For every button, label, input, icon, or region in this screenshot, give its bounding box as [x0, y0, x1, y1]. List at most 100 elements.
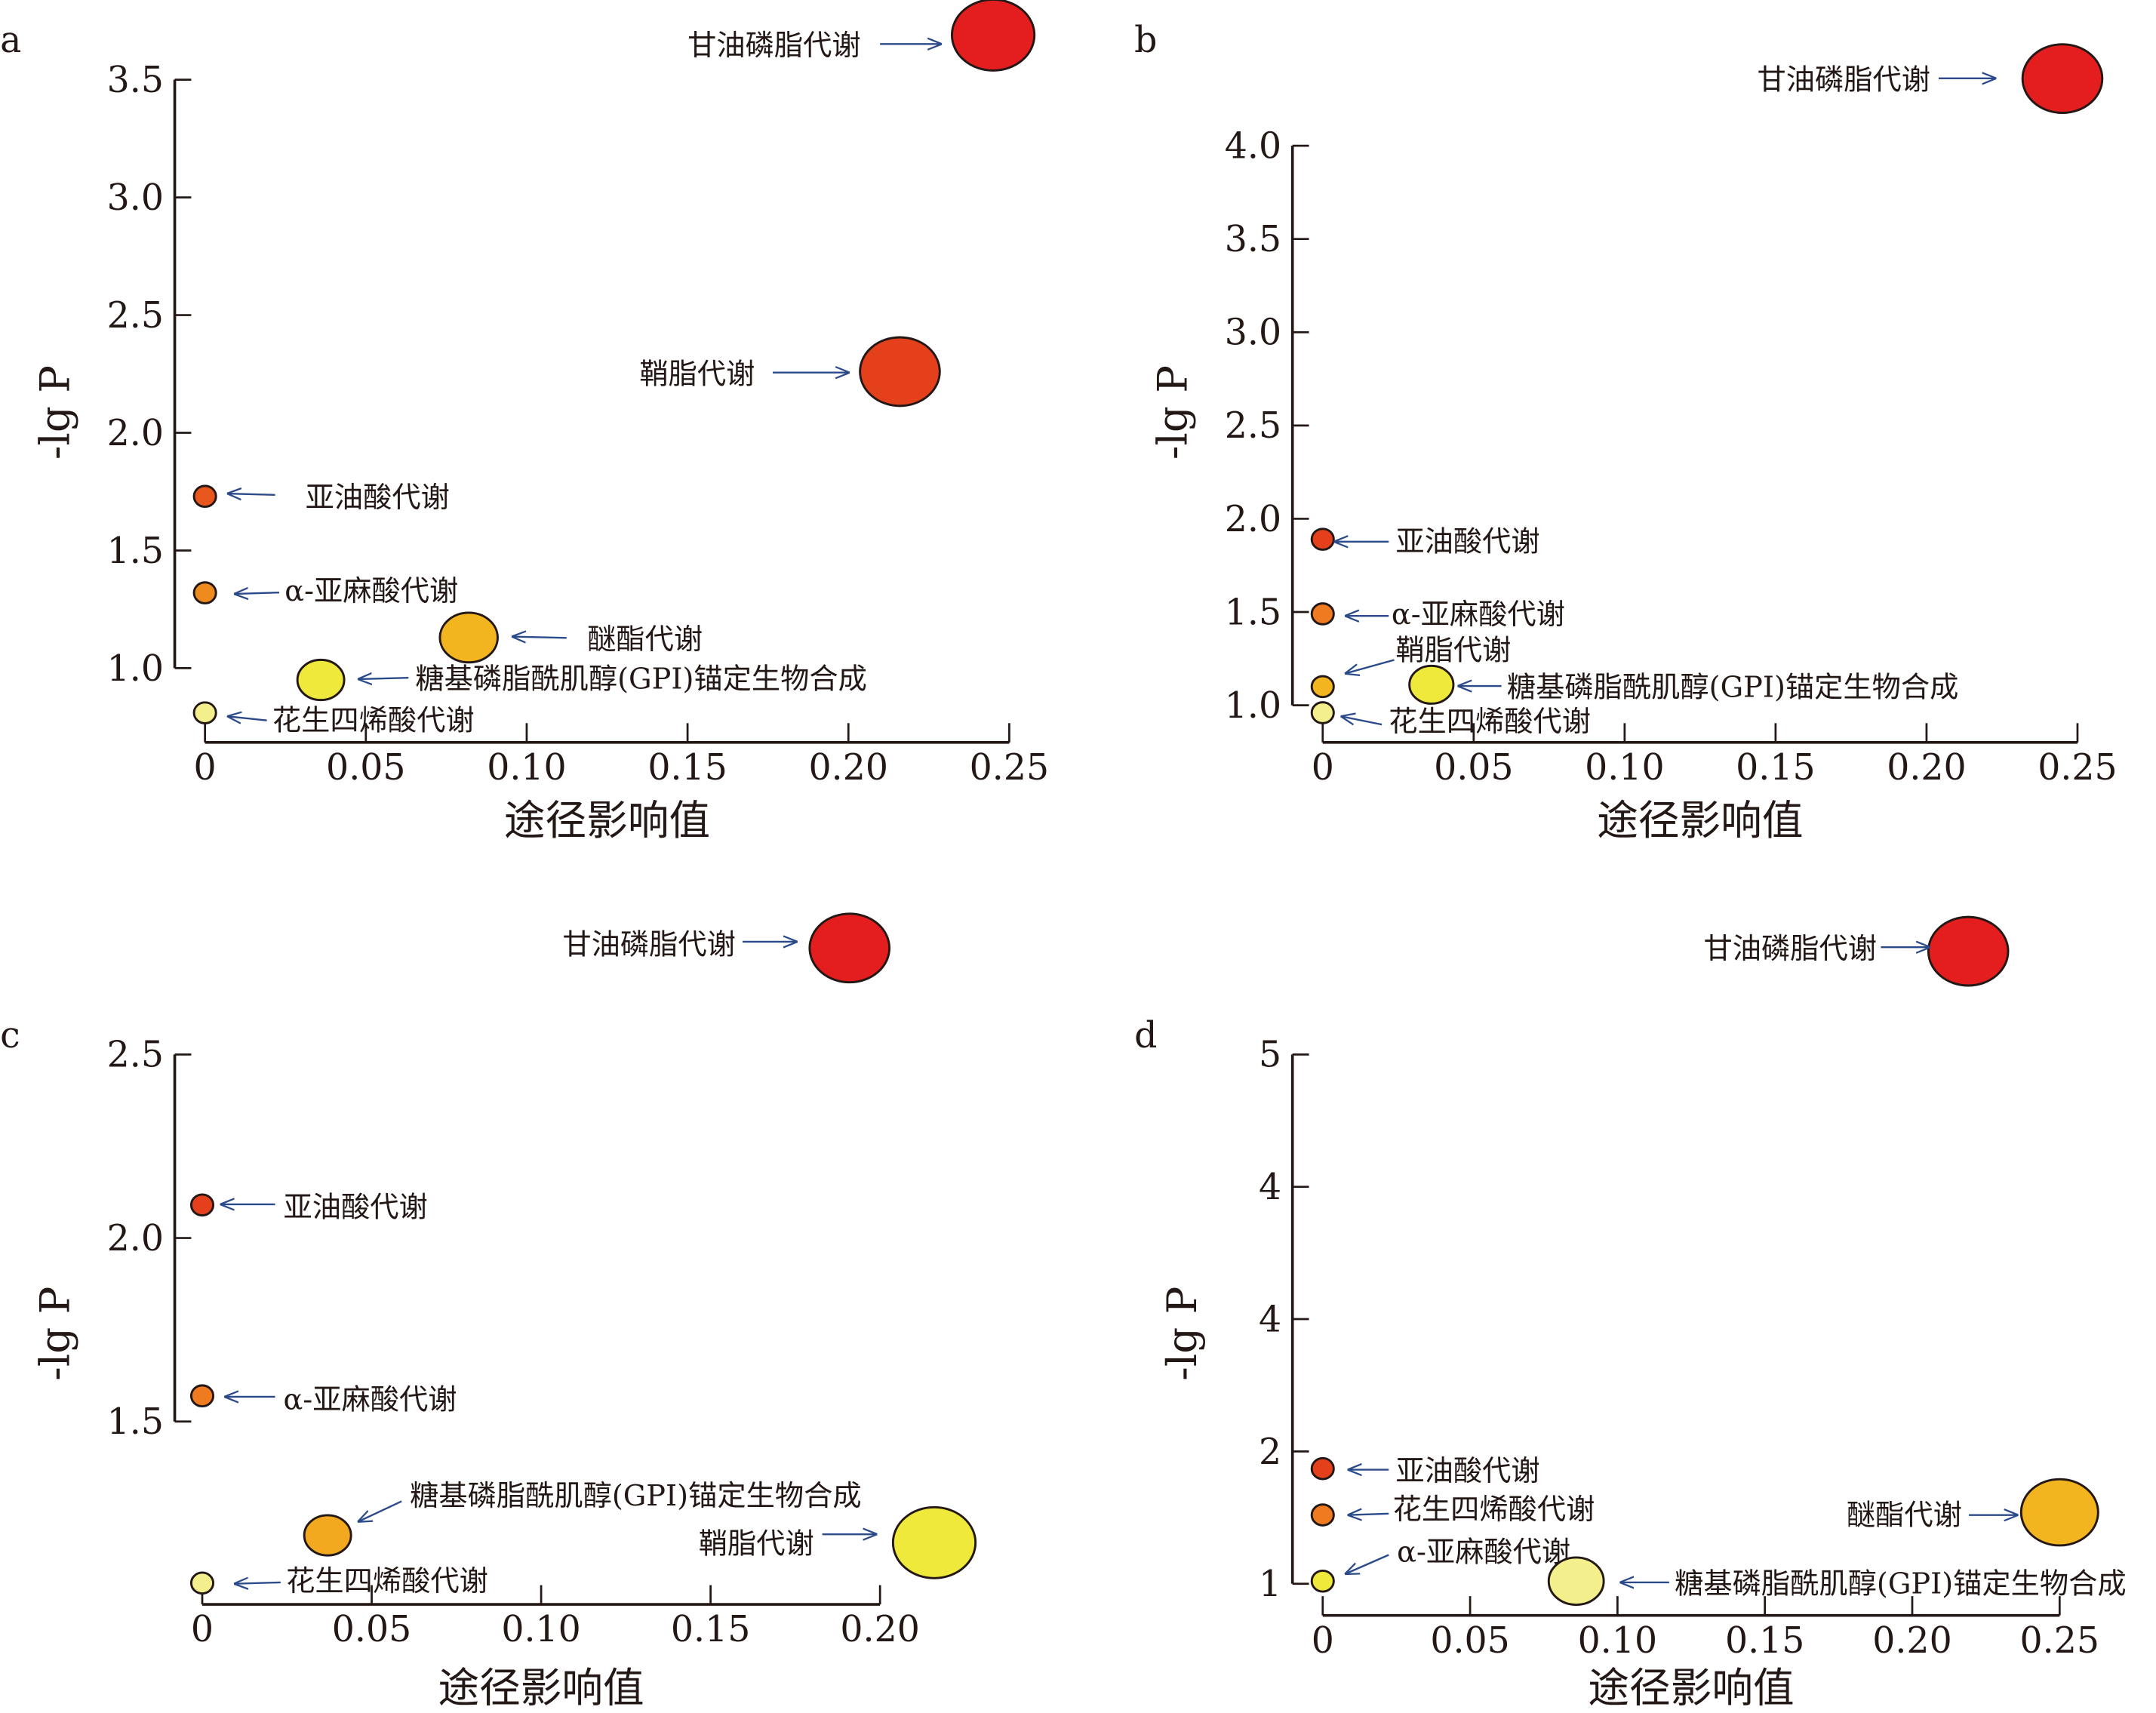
- y-tick-label: 1.5: [107, 531, 164, 572]
- x-tick-label: 0.25: [970, 747, 1049, 789]
- x-tick-label: 0: [194, 747, 217, 789]
- y-tick-label: 1.0: [107, 648, 164, 690]
- bubble: [1310, 1456, 1335, 1481]
- x-axis-title: 途径影响值: [1597, 796, 1803, 844]
- pathway-label: α-亚麻酸代谢: [1397, 1536, 1570, 1570]
- y-tick-label: 2: [1259, 1432, 1281, 1473]
- panel-letter: c: [0, 1015, 20, 1056]
- x-tick-label: 0: [1312, 747, 1334, 789]
- panel-letter: d: [1134, 1015, 1157, 1056]
- pathway-label: 鞘脂代谢: [699, 1527, 814, 1561]
- x-axis-title: 途径影响值: [438, 1663, 644, 1711]
- pathway-label: 甘油磷脂代谢: [687, 29, 860, 63]
- pathway-label: 亚油酸代谢: [1395, 525, 1539, 559]
- arrow-icon: [358, 1500, 402, 1521]
- y-tick-label: 4: [1259, 1167, 1281, 1208]
- bubble: [859, 336, 941, 407]
- panel-c: c 1.5 2.0 2.5 0 0.05 0.10 0.15 0.20 途径影响值 -lg P 甘油磷…: [0, 912, 977, 1711]
- x-tick-label: 0.20: [809, 747, 888, 789]
- arrow-icon: [1345, 1554, 1389, 1574]
- pathway-label: 亚油酸代谢: [283, 1190, 427, 1224]
- bubble: [189, 1571, 215, 1595]
- x-tick-label: 0.10: [1585, 747, 1664, 789]
- pathway-label: 醚酯代谢: [587, 623, 703, 657]
- bubble: [189, 1193, 215, 1217]
- pathway-label: 醚酯代谢: [1847, 1498, 1962, 1532]
- x-tick-label: 0.10: [487, 747, 566, 789]
- bubble: [1310, 1569, 1335, 1593]
- y-axis-title: -lg P: [1148, 365, 1196, 460]
- bubble: [1310, 527, 1335, 551]
- pathway-label: 甘油磷脂代谢: [1703, 932, 1877, 966]
- y-tick-label: 2.0: [1225, 499, 1281, 540]
- x-tick-label: 0.05: [1430, 1620, 1509, 1662]
- y-tick-label: 3.0: [1225, 312, 1281, 354]
- panel-b: b 1.0 1.5 2.0 2.5 3.0 3.5 4.0 0 0.05 0.10 0.15 0.20 0…: [1134, 20, 2118, 844]
- x-tick-label: 0.20: [840, 1609, 919, 1650]
- y-tick-label: 4: [1259, 1299, 1281, 1340]
- bubble: [891, 1505, 977, 1579]
- y-tick-label: 1.0: [1225, 685, 1281, 727]
- bubble: [438, 611, 499, 664]
- panel-letter: b: [1134, 20, 1157, 61]
- bubble: [1310, 602, 1335, 626]
- pathway-label: 糖基磷脂酰肌醇(GPI)锚定生物合成: [1507, 671, 1959, 705]
- bubble: [950, 0, 1036, 72]
- bubble: [189, 1384, 215, 1408]
- arrow-icon: [227, 716, 267, 720]
- bubble: [192, 484, 217, 509]
- pathway-label: 甘油磷脂代谢: [1758, 63, 1931, 97]
- panel-letter: a: [0, 20, 21, 61]
- y-tick-label: 2.0: [107, 1218, 164, 1259]
- y-tick-label: 2.5: [107, 1035, 164, 1076]
- x-tick-label: 0.25: [2038, 747, 2117, 789]
- x-tick-label: 0.15: [1725, 1620, 1804, 1662]
- bubble: [1310, 1503, 1335, 1527]
- y-tick-label: 1.5: [1225, 592, 1281, 633]
- y-axis-title: -lg P: [30, 1287, 78, 1381]
- pathway-label: 花生四烯酸代谢: [1389, 705, 1591, 739]
- bubble: [303, 1514, 352, 1557]
- arrow-icon: [234, 1582, 281, 1584]
- x-tick-label: 0.05: [326, 747, 405, 789]
- arrow-icon: [234, 592, 280, 594]
- bubble: [2019, 1478, 2099, 1547]
- bubble: [1408, 664, 1455, 705]
- pathway-label: 糖基磷脂酰肌醇(GPI)锚定生物合成: [1675, 1567, 2127, 1601]
- y-tick-label: 1: [1259, 1564, 1281, 1605]
- y-tick-label: 5: [1259, 1035, 1281, 1076]
- pathway-label: 鞘脂代谢: [1395, 633, 1511, 667]
- bubble: [1547, 1556, 1605, 1607]
- arrow-icon: [512, 637, 567, 638]
- y-tick-label: 4.0: [1225, 126, 1281, 168]
- panel-d: d 1 2 4 4 5 0 0.05 0.10 0.15 0.20 0.25 途径影响值 -lg P 甘油磷…: [1134, 915, 2127, 1711]
- y-tick-label: 2.5: [107, 295, 164, 337]
- pathway-label: 鞘脂代谢: [639, 357, 755, 391]
- y-axis-title: -lg P: [1158, 1287, 1206, 1381]
- bubble: [1310, 701, 1335, 724]
- y-tick-label: 2.5: [1225, 405, 1281, 447]
- arrow-icon: [1345, 659, 1395, 673]
- panel-a: a 1.0 1.5 2.0 2.5 3.0 3.5 0 0.05 0.10 0.15 0.20 0.25…: [0, 0, 1049, 844]
- pathway-label: 花生四烯酸代谢: [286, 1564, 488, 1598]
- bubble: [192, 701, 217, 724]
- arrow-icon: [358, 678, 409, 679]
- pathway-label: 亚油酸代谢: [306, 481, 450, 515]
- bubble: [1927, 915, 2010, 987]
- x-axis-title: 途径影响值: [1588, 1663, 1794, 1711]
- y-tick-label: 2.0: [107, 413, 164, 454]
- pathway-label: α-亚麻酸代谢: [1392, 598, 1565, 632]
- pathway-label: 糖基磷脂酰肌醇(GPI)锚定生物合成: [410, 1479, 861, 1513]
- pathway-label: 花生四烯酸代谢: [272, 703, 475, 737]
- x-tick-label: 0.20: [1872, 1620, 1951, 1662]
- pathway-label: α-亚麻酸代谢: [283, 1382, 457, 1416]
- x-axis-title: 途径影响值: [504, 796, 710, 844]
- pathway-label: 糖基磷脂酰肌醇(GPI)锚定生物合成: [415, 663, 867, 697]
- y-tick-label: 1.5: [107, 1401, 164, 1443]
- y-tick-label: 3.0: [107, 177, 164, 219]
- arrow-icon: [1340, 716, 1382, 724]
- bubble: [808, 912, 891, 984]
- x-tick-label: 0: [1312, 1620, 1334, 1662]
- pathway-label: 亚油酸代谢: [1395, 1454, 1539, 1488]
- bubble: [296, 658, 346, 702]
